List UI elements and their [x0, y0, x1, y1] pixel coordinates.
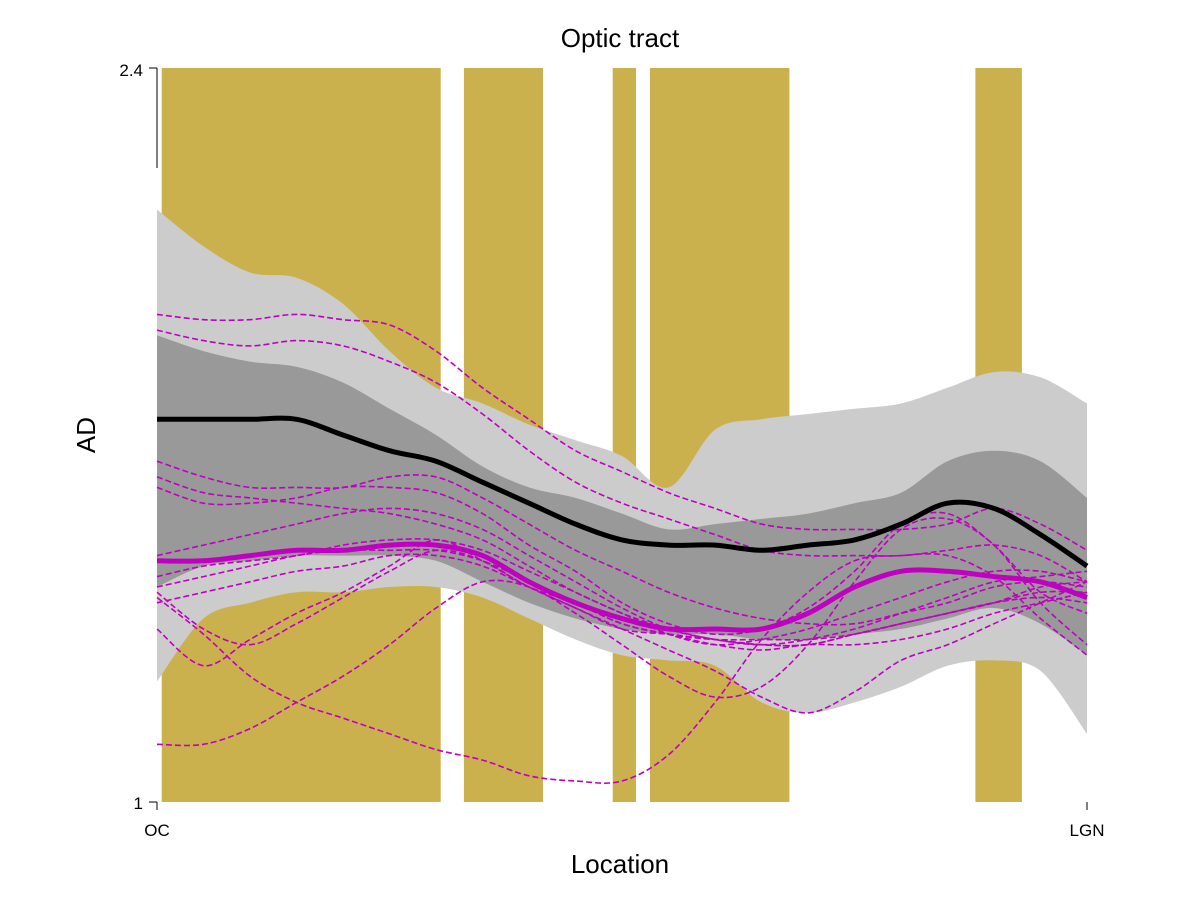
confidence-bands	[157, 209, 1087, 734]
patient-curve	[156, 549, 1088, 651]
significance-bar	[612, 68, 636, 802]
patient-curve	[156, 460, 1088, 626]
patient-curve	[156, 313, 1088, 551]
patient-curve	[156, 507, 1088, 646]
x-tick-label-oc: OC	[144, 821, 170, 840]
patient-curve	[156, 329, 1088, 583]
x-tick-label-lgn: LGN	[1070, 821, 1105, 840]
y-tick-label-bottom: 1	[134, 794, 143, 813]
inner-band	[157, 335, 1087, 656]
patient-curve	[156, 553, 1088, 647]
patient-curve	[156, 517, 1088, 747]
y-tick-label-top: 2.4	[119, 61, 143, 80]
mean-curves	[156, 415, 1089, 633]
axes	[149, 67, 1088, 810]
patient-curves	[156, 313, 1088, 784]
chart-title: Optic tract	[561, 23, 680, 53]
control-mean-line	[157, 415, 1089, 569]
y-axis-label: AD	[71, 417, 101, 453]
patient-curve	[156, 476, 1088, 646]
patient-curve	[156, 485, 1088, 636]
patient-curve	[156, 553, 1088, 784]
patient-curve	[156, 539, 1088, 714]
patient-mean-line	[156, 541, 1088, 633]
patient-curve	[156, 548, 1088, 641]
x-axis-label: Location	[571, 849, 669, 879]
